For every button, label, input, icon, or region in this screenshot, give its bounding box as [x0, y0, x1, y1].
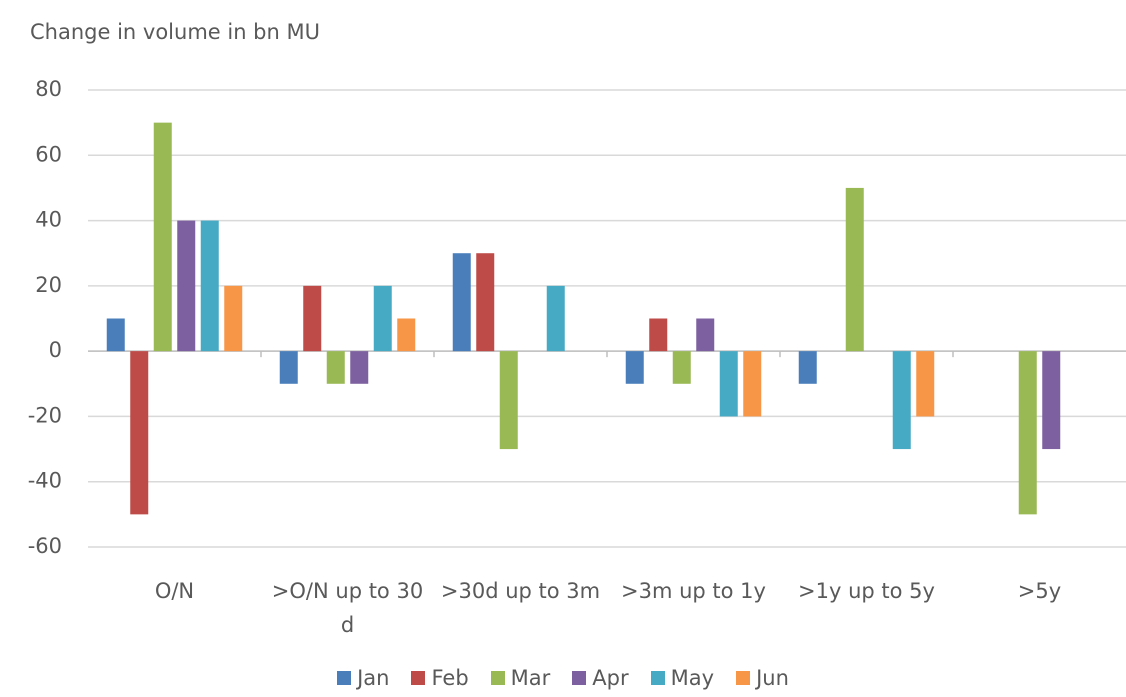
bar [696, 318, 715, 352]
bar [672, 351, 691, 384]
x-tick-label: >30d up to 3m [440, 579, 601, 603]
bar [153, 122, 172, 352]
bar [892, 351, 911, 450]
bar [177, 220, 196, 352]
x-tick-label: O/N [154, 579, 195, 603]
legend-swatch [337, 671, 352, 685]
bar [1042, 351, 1061, 450]
legend-item: May [650, 666, 715, 690]
bar [625, 351, 644, 384]
legend-item: Mar [490, 666, 551, 690]
legend-swatch [650, 671, 665, 685]
bar [649, 318, 668, 352]
y-tick-label: 80 [35, 77, 62, 101]
y-tick-label: 0 [49, 338, 62, 362]
bar [546, 285, 565, 352]
x-tick-label: >O/N up to 30 d [271, 579, 424, 637]
y-tick-label: 20 [35, 273, 62, 297]
y-tick-label: -20 [28, 403, 62, 427]
bar [224, 285, 243, 352]
x-tick-label: >3m up to 1y [621, 579, 766, 603]
bar [1018, 351, 1037, 515]
bar [476, 253, 495, 352]
bar [798, 351, 817, 384]
legend-item: Feb [411, 666, 469, 690]
y-tick-label: -40 [28, 469, 62, 493]
legend-label: Jun [756, 666, 789, 690]
legend-swatch [490, 671, 505, 685]
legend-label: Feb [431, 666, 469, 690]
bar [106, 318, 125, 352]
y-tick-label: -60 [28, 534, 62, 558]
bar [200, 220, 219, 352]
chart-title: Change in volume in bn MU [30, 20, 320, 44]
legend: Jan Feb Mar Apr May Jun [0, 666, 1126, 690]
bar [845, 187, 864, 352]
bar [499, 351, 518, 450]
bar [279, 351, 298, 384]
y-tick-label: 40 [35, 208, 62, 232]
legend-swatch [736, 671, 751, 685]
bar [916, 351, 935, 417]
bar [303, 285, 322, 352]
bar [452, 253, 471, 352]
bar [397, 318, 416, 352]
legend-swatch [572, 671, 587, 685]
legend-label: Mar [510, 666, 551, 690]
legend-item: Apr [572, 666, 629, 690]
legend-label: May [670, 666, 715, 690]
bar [719, 351, 738, 417]
bar [373, 285, 392, 352]
x-tick-label: >5y [1017, 579, 1062, 603]
bar [130, 351, 149, 515]
bar [743, 351, 762, 417]
legend-swatch [411, 671, 426, 685]
bar [326, 351, 345, 384]
legend-label: Jan [357, 666, 390, 690]
y-tick-label: 60 [35, 142, 62, 166]
legend-item: Jun [736, 666, 789, 690]
x-tick-label: >1y up to 5y [798, 579, 935, 603]
legend-label: Apr [592, 666, 629, 690]
bar [350, 351, 369, 384]
legend-item: Jan [337, 666, 389, 690]
